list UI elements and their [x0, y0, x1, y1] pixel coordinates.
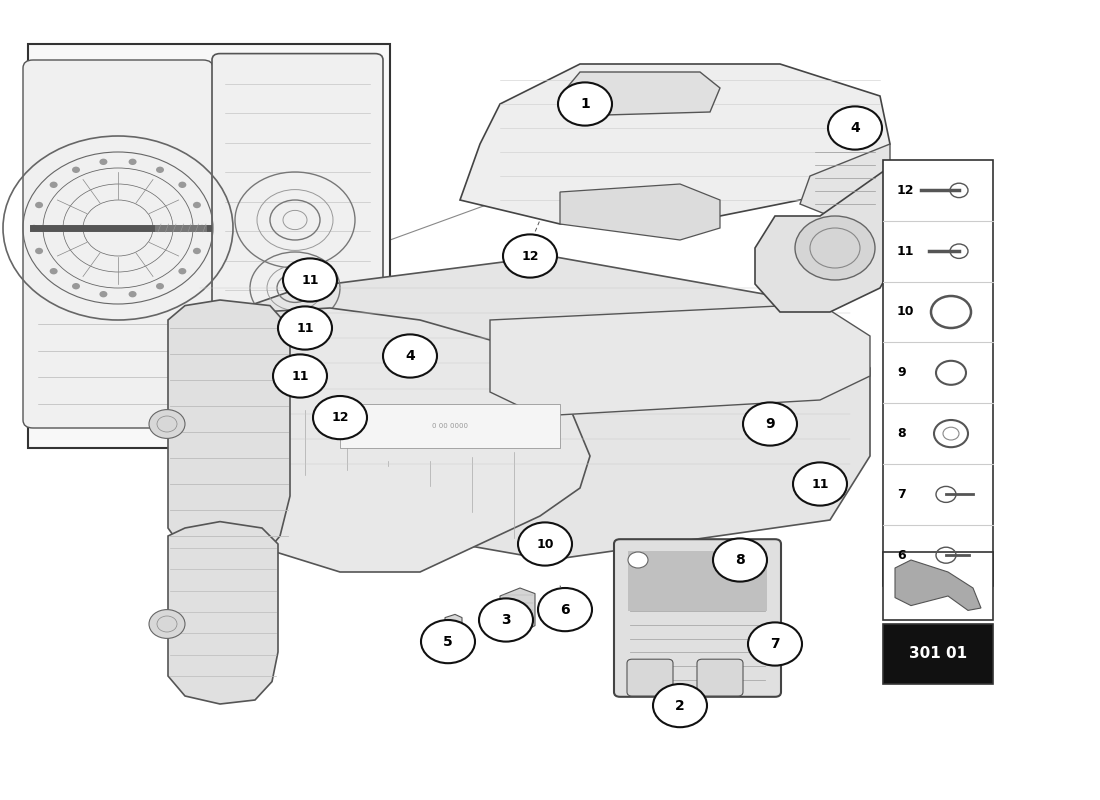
Circle shape	[558, 82, 612, 126]
Text: 2: 2	[675, 698, 685, 713]
Polygon shape	[560, 72, 720, 116]
Circle shape	[748, 622, 802, 666]
Text: 5: 5	[443, 634, 453, 649]
Text: 6: 6	[560, 602, 570, 617]
Text: 4: 4	[850, 121, 860, 135]
Circle shape	[713, 538, 767, 582]
Circle shape	[538, 588, 592, 631]
Polygon shape	[185, 256, 870, 560]
Circle shape	[192, 202, 201, 208]
Text: 4: 4	[405, 349, 415, 363]
Text: 8: 8	[735, 553, 745, 567]
Circle shape	[747, 552, 767, 568]
Text: 10: 10	[537, 538, 553, 550]
Text: 12: 12	[521, 250, 539, 262]
Circle shape	[503, 234, 557, 278]
Circle shape	[72, 166, 80, 173]
Text: 1: 1	[580, 97, 590, 111]
Polygon shape	[446, 614, 462, 635]
Polygon shape	[755, 168, 905, 312]
Circle shape	[30, 225, 38, 231]
Circle shape	[518, 522, 572, 566]
Polygon shape	[895, 560, 981, 610]
Text: 11: 11	[301, 274, 319, 286]
Circle shape	[148, 610, 185, 638]
FancyBboxPatch shape	[340, 404, 560, 448]
Polygon shape	[168, 300, 290, 564]
Circle shape	[383, 334, 437, 378]
FancyBboxPatch shape	[883, 552, 993, 620]
Circle shape	[278, 306, 332, 350]
Text: 8: 8	[896, 427, 905, 440]
Circle shape	[273, 354, 327, 398]
FancyBboxPatch shape	[697, 659, 742, 696]
Text: 9: 9	[896, 366, 905, 379]
Circle shape	[50, 268, 57, 274]
Circle shape	[828, 106, 882, 150]
FancyBboxPatch shape	[628, 551, 767, 610]
FancyBboxPatch shape	[883, 160, 993, 586]
Text: 11: 11	[812, 478, 828, 490]
Circle shape	[314, 396, 367, 439]
Polygon shape	[800, 144, 890, 216]
Circle shape	[72, 283, 80, 290]
Circle shape	[50, 182, 57, 188]
Polygon shape	[500, 588, 535, 634]
Circle shape	[628, 552, 648, 568]
FancyBboxPatch shape	[614, 539, 781, 697]
Circle shape	[35, 202, 43, 208]
Text: 12: 12	[331, 411, 349, 424]
Polygon shape	[168, 522, 278, 704]
Text: 3: 3	[502, 613, 510, 627]
Circle shape	[850, 118, 875, 138]
Circle shape	[399, 351, 425, 372]
Circle shape	[653, 684, 707, 727]
Circle shape	[478, 598, 534, 642]
Text: a passion found 985: a passion found 985	[320, 500, 560, 524]
Circle shape	[99, 158, 108, 165]
Circle shape	[156, 166, 164, 173]
Text: 7: 7	[896, 488, 905, 501]
Circle shape	[178, 182, 186, 188]
Circle shape	[283, 258, 337, 302]
Circle shape	[421, 620, 475, 663]
Circle shape	[742, 402, 797, 446]
Text: 11: 11	[296, 322, 314, 334]
Text: euroParts: euroParts	[165, 342, 835, 458]
Text: 301 01: 301 01	[909, 646, 967, 662]
Circle shape	[192, 248, 201, 254]
Text: 10: 10	[896, 306, 914, 318]
Circle shape	[795, 216, 874, 280]
Circle shape	[148, 410, 185, 438]
Text: 0 00 0000: 0 00 0000	[432, 422, 468, 429]
Text: 11: 11	[292, 370, 309, 382]
Circle shape	[129, 291, 136, 298]
Circle shape	[156, 283, 164, 290]
Circle shape	[198, 225, 206, 231]
Text: 9: 9	[766, 417, 774, 431]
Polygon shape	[490, 304, 870, 416]
Polygon shape	[200, 308, 590, 572]
FancyBboxPatch shape	[23, 60, 213, 428]
Circle shape	[178, 268, 186, 274]
Circle shape	[793, 462, 847, 506]
Polygon shape	[560, 184, 720, 240]
FancyBboxPatch shape	[28, 44, 390, 448]
Text: 11: 11	[896, 245, 914, 258]
Text: 7: 7	[770, 637, 780, 651]
FancyBboxPatch shape	[212, 54, 383, 438]
FancyBboxPatch shape	[627, 659, 673, 696]
Text: 6: 6	[896, 549, 905, 562]
Text: 12: 12	[896, 184, 914, 197]
Circle shape	[99, 291, 108, 298]
Circle shape	[35, 248, 43, 254]
FancyBboxPatch shape	[883, 624, 993, 684]
Circle shape	[129, 158, 136, 165]
Polygon shape	[460, 64, 890, 224]
